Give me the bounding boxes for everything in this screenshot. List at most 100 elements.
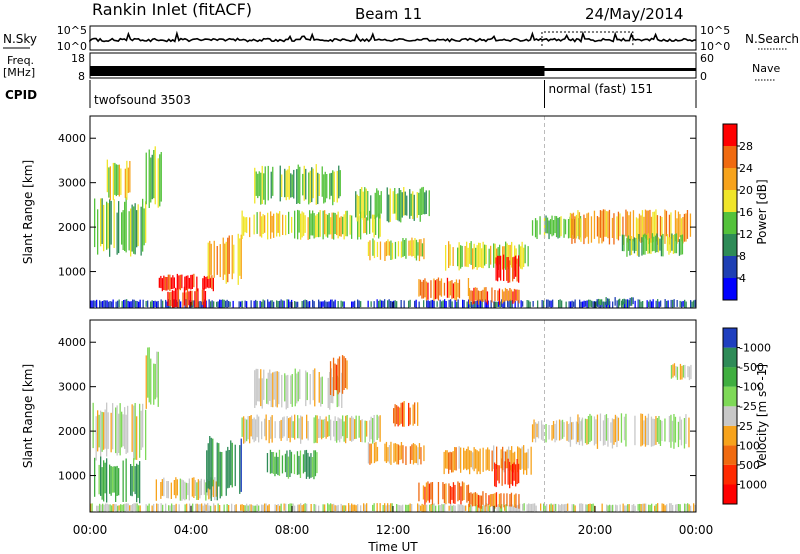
- power-colorbar-swatch-6: [723, 146, 737, 168]
- velocity-colorbar-swatch-2: [723, 445, 737, 465]
- power-colorbar-swatch-3: [723, 212, 737, 234]
- nave-label: Nave: [752, 62, 780, 75]
- xtick-label-2: 08:00: [275, 523, 310, 537]
- power-colorbar: 4 8 12 16 20 24 28: [722, 123, 753, 301]
- velocity-panel: 1000 2000 3000 4000 00:00 04:00 08:00 12:00 16:…: [21, 302, 771, 554]
- power-colorbar-label: Power [dB]: [755, 179, 769, 244]
- power-ytick-label-2: 3000: [58, 177, 86, 190]
- velocity-region-7: [254, 368, 343, 410]
- power-colorbar-swatch-1: [723, 256, 737, 278]
- power-region-10: [367, 237, 425, 262]
- power-region-3: [145, 146, 162, 208]
- power-colorbar-label-6: 28: [739, 140, 753, 153]
- power-region-1: [94, 197, 147, 257]
- velocity-colorbar-frame: [722, 327, 738, 505]
- velocity-colorbar-label-7: -1000: [739, 342, 771, 355]
- power-region-13: [468, 287, 520, 305]
- power-colorbar-swatch-0: [723, 278, 737, 300]
- velocity-region-14: [468, 491, 520, 509]
- nsearch-tick-top: 10^5: [700, 24, 730, 37]
- velocity-colorbar-label-5: -100: [739, 381, 764, 394]
- power-colorbar-label-5: 24: [739, 162, 753, 175]
- nave-tick-bottom: 0: [700, 70, 707, 83]
- power-colorbar-label-4: 20: [739, 184, 753, 197]
- xtick-label-5: 20:00: [578, 523, 613, 537]
- power-region-9: [355, 186, 430, 223]
- power-region-7: [241, 209, 381, 240]
- power-region-11: [418, 277, 470, 302]
- velocity-colorbar-swatch-5: [723, 386, 737, 407]
- nave-tick-top: 60: [700, 52, 714, 65]
- velocity-region-5: [206, 436, 242, 501]
- power-region-18: [596, 297, 634, 306]
- velocity-colorbar-swatch-0: [723, 484, 737, 504]
- nsearch-tick-bottom: 10^0: [700, 40, 730, 53]
- velocity-colorbar: 1000 500 100 25 -25 -100 -500 -1000: [722, 327, 771, 505]
- velocity-colorbar-label-4: -25: [739, 400, 757, 413]
- nsky-label: N.Sky: [3, 32, 37, 46]
- power-panel: 1000 2000 3000 4000 Slant Range [km] 4 8 12 16…: [21, 115, 769, 309]
- power-region-14: [495, 254, 520, 283]
- power-colorbar-swatch-2: [723, 234, 737, 256]
- freq-tick-top: 18: [71, 52, 85, 65]
- power-ytick-label-1: 2000: [58, 221, 86, 234]
- freq-label-line2: [MHz]: [3, 66, 35, 79]
- power-region-6: [207, 233, 242, 285]
- velocity-x-axis: 00:00 04:00 08:00 12:00 16:00 20:00 00:00: [73, 302, 714, 537]
- velocity-colorbar-swatch-7: [723, 347, 737, 368]
- velocity-ylabel: Slant Range [km]: [21, 364, 35, 468]
- power-region-17: [621, 233, 684, 257]
- date-title: 24/May/2014: [585, 5, 683, 23]
- freq-frame: [89, 52, 697, 79]
- velocity-region-11: [393, 401, 419, 427]
- velocity-colorbar-label-1: 500: [739, 459, 760, 472]
- power-colorbar-label-1: 8: [739, 250, 746, 263]
- velocity-region-6: [241, 414, 381, 444]
- power-region-2: [106, 159, 131, 201]
- velocity-region-8: [266, 449, 318, 480]
- nsky-tick-bottom: 10^0: [57, 40, 87, 53]
- cpid-panel: CPID twofsound 3503 normal (fast) 151: [5, 80, 697, 108]
- power-region-5: [167, 286, 207, 308]
- velocity-colorbar-label-3: 25: [739, 420, 753, 433]
- nsky-frame: [89, 25, 697, 51]
- velocity-region-2: [94, 456, 141, 504]
- freq-band-normal: [544, 68, 696, 71]
- station-title: Rankin Inlet (fitACF): [92, 0, 252, 19]
- freq-panel: Freq. [MHz] 18 8 60 0 Nave: [3, 52, 780, 83]
- power-colorbar-label-2: 12: [739, 228, 753, 241]
- velocity-colorbar-swatch-1: [723, 464, 737, 485]
- velocity-colorbar-swatch-6: [723, 367, 737, 387]
- nsky-trace: [89, 30, 697, 44]
- xtick-label-6: 00:00: [679, 523, 714, 537]
- power-colorbar-label-3: 16: [739, 206, 753, 219]
- velocity-region-10: [367, 441, 425, 466]
- velocity-y-axis: 1000 2000 3000 4000: [58, 336, 696, 483]
- freq-band-twofsound: [90, 66, 545, 76]
- cpid-label: CPID: [5, 88, 37, 102]
- power-region-16: [569, 209, 692, 245]
- xtick-label-4: 16:00: [477, 523, 512, 537]
- velocity-ytick-label-2: 3000: [58, 381, 86, 394]
- velocity-region-18: [670, 363, 692, 381]
- velocity-region-1: [92, 402, 147, 461]
- velocity-ytick-label-0: 1000: [58, 470, 86, 483]
- cpid-mode-twofsound: twofsound 3503: [94, 93, 191, 107]
- nsearch-label: N.Search: [745, 32, 799, 46]
- velocity-colorbar-swatch-4: [723, 406, 737, 426]
- power-colorbar-swatch-4: [723, 190, 737, 212]
- velocity-colorbar-swatch-8: [723, 328, 737, 348]
- velocity-colorbar-label-6: -500: [739, 361, 764, 374]
- power-colorbar-label-0: 4: [739, 272, 746, 285]
- velocity-ytick-label-3: 4000: [58, 336, 86, 349]
- cpid-mode-normal: normal (fast) 151: [549, 82, 653, 96]
- velocity-region-15: [494, 458, 520, 489]
- velocity-region-16: [531, 419, 583, 443]
- freq-label-line1: Freq.: [7, 54, 34, 67]
- nsky-panel: N.Sky 10^5 10^0 10^5 10^0 N.Search: [3, 24, 799, 53]
- velocity-region-12: [418, 481, 470, 505]
- power-colorbar-swatch-5: [723, 168, 737, 190]
- velocity-colorbar-label-2: 100: [739, 439, 760, 452]
- power-region-8: [254, 164, 341, 206]
